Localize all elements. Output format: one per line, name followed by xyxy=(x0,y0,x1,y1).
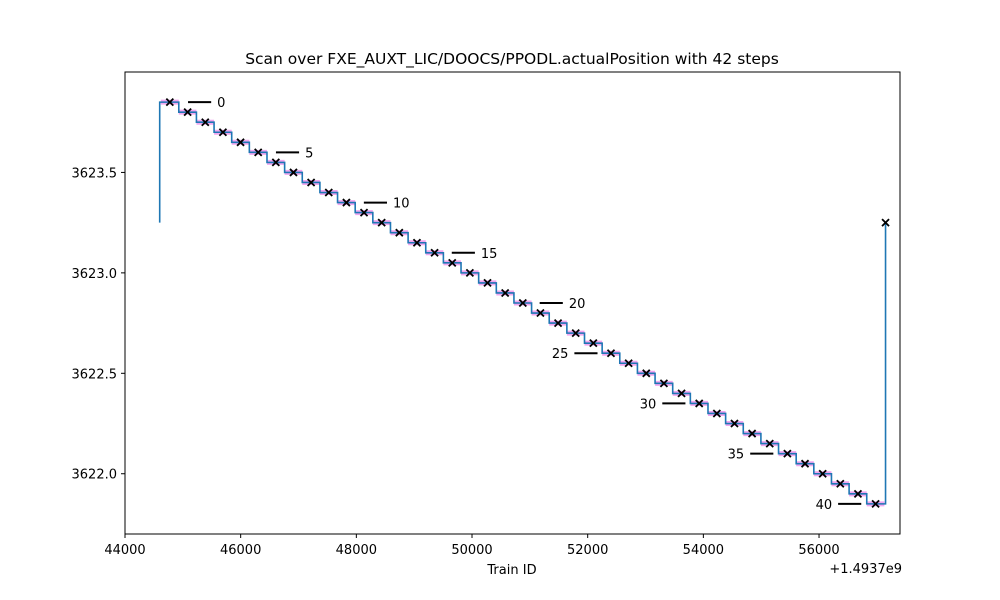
y-tick-label: 3623.5 xyxy=(72,166,118,181)
y-axis-ticks: 3622.0 3622.5 3623.0 3623.5 xyxy=(72,166,125,483)
x-tick-label: 44000 xyxy=(104,543,145,558)
x-marker xyxy=(881,218,890,227)
x-marker xyxy=(818,469,827,478)
marker-layer xyxy=(165,97,890,509)
x-tick-label: 48000 xyxy=(336,543,377,558)
annotation-label: 10 xyxy=(393,197,410,212)
y-tick-label: 3622.5 xyxy=(72,367,118,382)
annotation-label: 35 xyxy=(728,448,745,463)
annotation-label: 25 xyxy=(552,347,569,362)
x-marker xyxy=(289,168,298,177)
x-marker xyxy=(853,489,863,498)
x-marker xyxy=(747,429,757,438)
x-marker xyxy=(342,198,351,207)
x-marker xyxy=(624,359,633,368)
x-marker xyxy=(183,108,192,117)
x-tick-label: 52000 xyxy=(567,543,608,558)
x-marker xyxy=(536,308,545,318)
y-tick-label: 3622.0 xyxy=(72,468,118,483)
x-marker xyxy=(606,349,616,358)
x-marker xyxy=(501,288,510,298)
x-marker xyxy=(448,258,457,267)
x-marker xyxy=(377,218,386,227)
y-tick-label: 3623.0 xyxy=(72,267,118,282)
chart-title: Scan over FXE_AUXT_LIC/DOOCS/PPODL.actua… xyxy=(245,50,779,69)
x-marker xyxy=(254,148,263,157)
x-marker xyxy=(483,278,492,288)
x-marker xyxy=(589,339,598,348)
annotation-label: 30 xyxy=(640,397,657,412)
x-marker xyxy=(201,118,210,127)
annotation-label: 15 xyxy=(481,247,498,262)
plot-area xyxy=(125,72,900,534)
x-marker xyxy=(359,208,369,217)
x-marker xyxy=(430,248,439,257)
x-tick-label: 54000 xyxy=(683,543,724,558)
annotation-label: 20 xyxy=(569,297,586,312)
annotation-label: 40 xyxy=(816,498,833,513)
x-marker xyxy=(465,268,475,278)
x-marker xyxy=(236,138,245,147)
x-marker xyxy=(324,188,333,197)
x-marker xyxy=(218,128,228,137)
x-marker xyxy=(659,379,669,388)
x-marker xyxy=(765,439,774,448)
x-axis-label: Train ID xyxy=(486,563,536,578)
x-marker xyxy=(871,499,880,509)
x-marker xyxy=(412,238,422,247)
x-marker xyxy=(271,158,280,167)
annotation-label: 0 xyxy=(217,96,225,111)
x-tick-label: 46000 xyxy=(220,543,261,558)
x-marker xyxy=(571,328,580,338)
x-marker xyxy=(642,369,651,378)
x-tick-label: 50000 xyxy=(451,543,492,558)
x-marker xyxy=(553,318,563,328)
x-marker xyxy=(165,97,174,107)
x-marker xyxy=(395,228,404,237)
x-marker xyxy=(836,479,845,488)
plot-frame xyxy=(124,71,901,535)
x-marker xyxy=(677,389,686,398)
x-marker xyxy=(783,449,792,458)
x-marker xyxy=(306,178,316,187)
x-axis-offset-label: +1.4937e9 xyxy=(829,562,902,577)
x-marker xyxy=(518,298,527,308)
x-marker xyxy=(695,399,704,408)
x-marker xyxy=(730,419,739,428)
x-marker xyxy=(800,459,810,468)
annotation-layer: 0 5 10 15 20 25 30 35 40 xyxy=(188,96,862,513)
x-marker xyxy=(712,409,721,418)
x-tick-label: 56000 xyxy=(798,543,839,558)
x-axis-ticks: 44000 46000 48000 50000 52000 54000 56000 xyxy=(104,534,840,558)
annotation-label: 5 xyxy=(305,146,313,161)
